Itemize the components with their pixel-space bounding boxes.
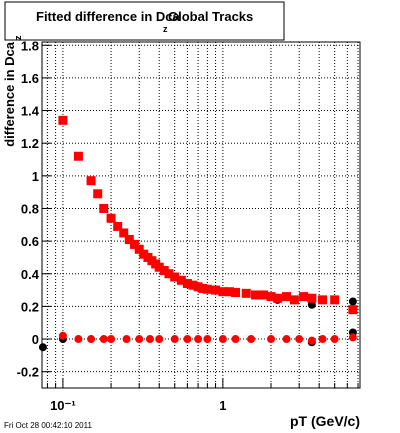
marker [113, 221, 123, 231]
marker [159, 265, 169, 275]
marker [135, 335, 144, 344]
marker [182, 279, 192, 289]
marker [295, 335, 304, 344]
y-axis-label: difference in Dca [2, 41, 17, 147]
marker [134, 244, 144, 254]
marker [194, 335, 203, 344]
marker [348, 305, 358, 315]
x-axis-label: pT (GeV/c) [290, 413, 360, 429]
marker [247, 335, 256, 344]
marker [241, 288, 251, 298]
marker [307, 336, 316, 345]
marker [74, 335, 83, 344]
marker [231, 335, 240, 344]
marker [267, 335, 276, 344]
marker [164, 269, 174, 279]
marker [299, 292, 309, 302]
marker [203, 335, 212, 344]
marker [224, 287, 234, 297]
chart-title-subscript: z [163, 24, 168, 34]
x-tick-label: 1 [219, 398, 226, 413]
marker [38, 343, 47, 352]
chart-title-suffix: Global Tracks [168, 9, 253, 24]
marker [154, 262, 164, 272]
marker [318, 295, 328, 305]
marker [307, 300, 316, 309]
marker [176, 275, 186, 285]
marker [251, 290, 261, 300]
y-tick-label: 0.8 [21, 201, 39, 216]
marker [170, 272, 180, 282]
marker [202, 284, 212, 294]
y-tick-label: -0.2 [17, 365, 39, 380]
marker [99, 335, 108, 344]
marker [73, 151, 83, 161]
footer: Fri Oct 28 00:42:10 2011 [4, 421, 92, 430]
marker [155, 335, 164, 344]
x-tick-label: 10⁻¹ [50, 398, 76, 413]
marker [106, 213, 116, 223]
plot-frame [41, 41, 361, 389]
marker [348, 333, 357, 342]
y-axis-label-subscript: z [13, 35, 23, 40]
y-tick-label: 1.6 [21, 71, 39, 86]
marker [330, 295, 340, 305]
marker [107, 335, 116, 344]
marker [119, 228, 129, 238]
marker [188, 280, 198, 290]
marker [282, 292, 292, 302]
marker [145, 335, 154, 344]
y-tick-label: 1 [32, 169, 39, 184]
marker [348, 297, 357, 306]
marker [211, 285, 221, 295]
marker [86, 176, 96, 186]
marker [122, 335, 131, 344]
marker [231, 288, 241, 298]
y-tick-label: 1.8 [21, 38, 39, 53]
y-tick-label: 0 [32, 332, 39, 347]
marker [99, 203, 109, 213]
marker [193, 282, 203, 292]
y-tick-label: 0.6 [21, 234, 39, 249]
marker [273, 293, 283, 303]
marker [307, 293, 317, 303]
marker [218, 287, 228, 297]
y-tick-label: 1.2 [21, 136, 39, 151]
marker [124, 234, 134, 244]
marker [318, 335, 327, 344]
marker [87, 335, 96, 344]
marker [266, 292, 276, 302]
title-box [4, 1, 285, 41]
marker [183, 335, 192, 344]
marker [129, 239, 139, 249]
y-tick-label: 0.4 [21, 267, 40, 282]
marker [93, 189, 103, 199]
chart-title: Fitted difference in Dca [36, 9, 181, 24]
marker [282, 335, 291, 344]
marker [330, 335, 339, 344]
marker [289, 295, 299, 305]
marker [58, 115, 68, 125]
marker [218, 335, 227, 344]
marker [58, 331, 67, 340]
marker [259, 290, 269, 300]
y-tick-label: 0.2 [21, 299, 39, 314]
y-tick-label: 1.4 [21, 104, 40, 119]
marker [170, 335, 179, 344]
